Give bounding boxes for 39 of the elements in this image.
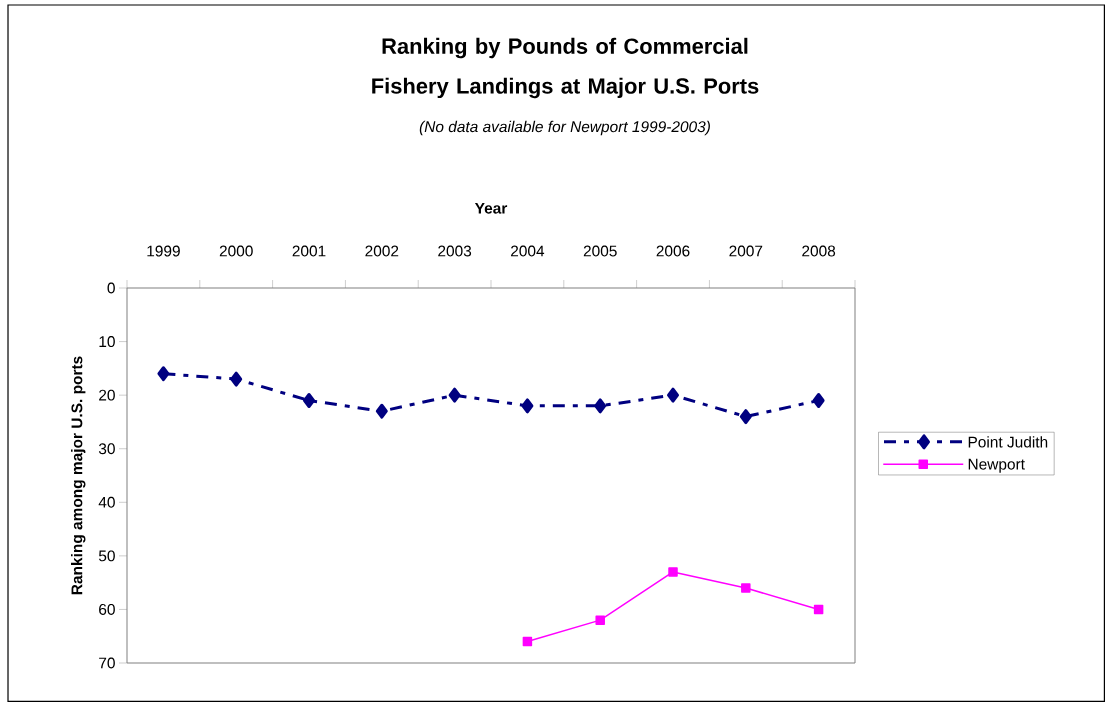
x-axis-title: Year — [474, 202, 508, 214]
x-tick-label: 2006 — [656, 245, 690, 257]
y-axis-title: Ranking among major U.S. ports — [71, 356, 86, 595]
point — [741, 583, 751, 593]
y-tick-label: 70 — [99, 657, 115, 669]
point — [667, 387, 680, 403]
text: Point Judith — [968, 436, 1048, 448]
point — [739, 409, 752, 425]
x-tick-label: 2005 — [583, 245, 617, 257]
x-tick-label: 2004 — [511, 245, 545, 257]
point — [812, 393, 825, 409]
y-tick-label: 60 — [99, 603, 115, 615]
point — [230, 371, 243, 387]
point — [375, 403, 388, 419]
x-tick-label: 1999 — [147, 245, 180, 257]
chart-subtitle: (No data available for Newport 1999-2003) — [419, 120, 710, 136]
point — [448, 387, 461, 403]
point — [522, 636, 533, 647]
chart-title: Ranking by Pounds of Commercial Fishery Landings at Major U.S. Ports — [372, 37, 759, 99]
x-tick-label: 2000 — [219, 245, 253, 257]
x-tick-label: 2003 — [438, 245, 472, 257]
y-tick-label: 0 — [107, 282, 115, 294]
y-tick-label: 20 — [99, 389, 115, 401]
point — [303, 393, 316, 409]
x-tick-label: 2001 — [292, 245, 326, 257]
point — [668, 567, 678, 577]
y-tick-label: 30 — [98, 443, 115, 455]
point — [595, 615, 605, 625]
point — [594, 398, 607, 414]
point — [521, 398, 534, 414]
y-tick-label: 50 — [98, 550, 115, 562]
text: Newport — [968, 458, 1025, 473]
y-tick-label: 10 — [99, 336, 115, 348]
x-tick-label: 2002 — [365, 245, 399, 257]
x-tick-label: 2007 — [729, 245, 763, 257]
y-tick-label: 40 — [98, 496, 115, 508]
point — [813, 604, 824, 615]
point — [157, 366, 170, 382]
x-tick-label: 2008 — [802, 245, 836, 257]
